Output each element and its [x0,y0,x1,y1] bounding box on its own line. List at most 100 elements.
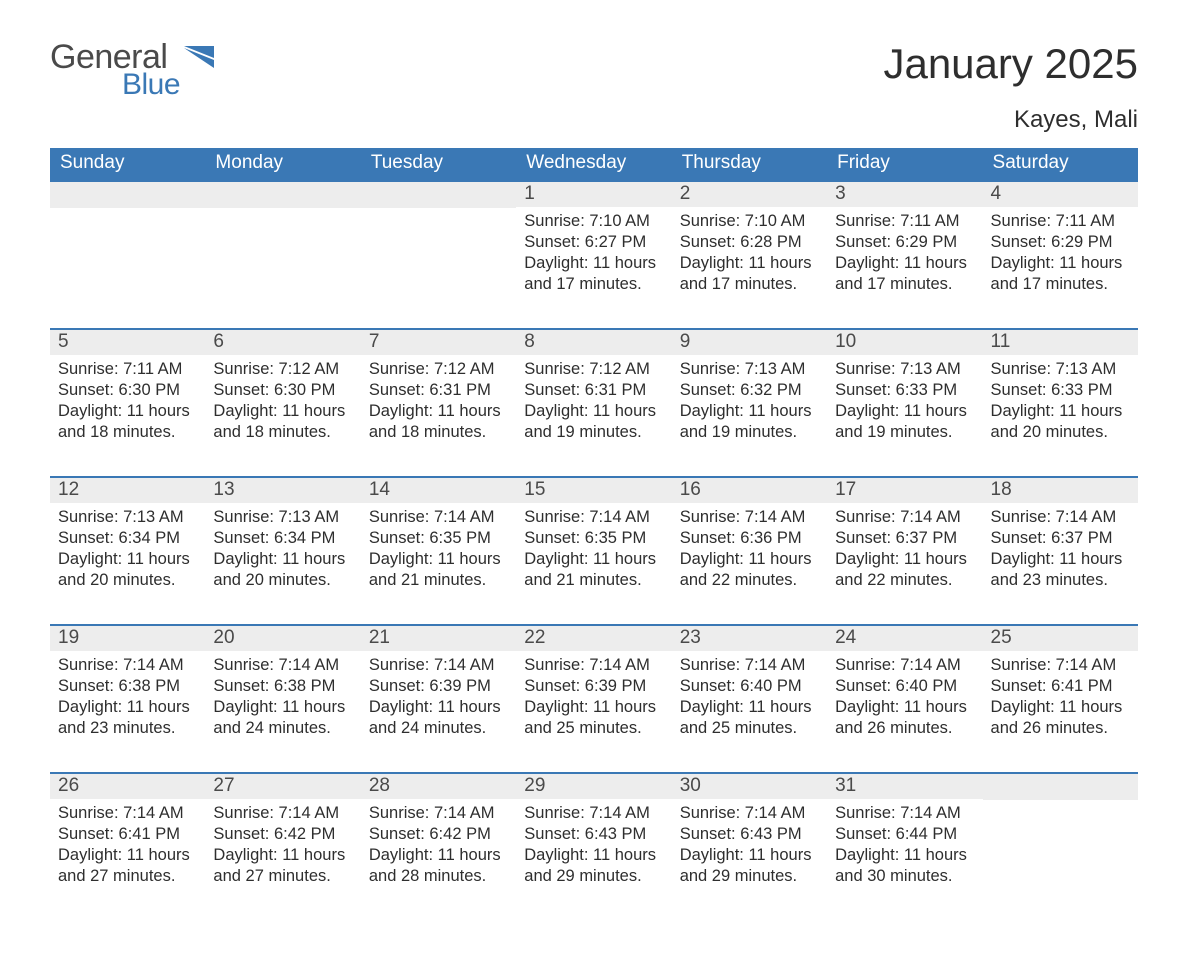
day-details: Sunrise: 7:14 AMSunset: 6:37 PMDaylight:… [983,503,1138,599]
calendar-cell: 8Sunrise: 7:12 AMSunset: 6:31 PMDaylight… [516,329,671,477]
daylight-text: Daylight: 11 hours and 23 minutes. [991,549,1130,591]
daylight-text: Daylight: 11 hours and 18 minutes. [213,401,352,443]
day-number: 18 [983,478,1138,503]
sunrise-text: Sunrise: 7:11 AM [991,211,1130,232]
weekday-header: Friday [827,148,982,181]
calendar-cell [361,181,516,329]
brand-logo: General Blue [50,40,220,100]
sunset-text: Sunset: 6:41 PM [58,824,197,845]
day-number: 5 [50,330,205,355]
flag-icon [184,46,220,70]
daylight-text: Daylight: 11 hours and 27 minutes. [213,845,352,887]
title-block: January 2025 Kayes, Mali [883,40,1138,134]
day-details: Sunrise: 7:14 AMSunset: 6:39 PMDaylight:… [361,651,516,747]
sunrise-text: Sunrise: 7:14 AM [524,655,663,676]
sunset-text: Sunset: 6:30 PM [58,380,197,401]
day-number [361,182,516,208]
daylight-text: Daylight: 11 hours and 22 minutes. [835,549,974,591]
month-title: January 2025 [883,40,1138,88]
sunset-text: Sunset: 6:39 PM [524,676,663,697]
daylight-text: Daylight: 11 hours and 18 minutes. [58,401,197,443]
day-details: Sunrise: 7:14 AMSunset: 6:36 PMDaylight:… [672,503,827,599]
calendar-cell: 10Sunrise: 7:13 AMSunset: 6:33 PMDayligh… [827,329,982,477]
day-number: 2 [672,182,827,207]
sunrise-text: Sunrise: 7:14 AM [680,803,819,824]
day-details: Sunrise: 7:14 AMSunset: 6:41 PMDaylight:… [50,799,205,895]
daylight-text: Daylight: 11 hours and 26 minutes. [991,697,1130,739]
daylight-text: Daylight: 11 hours and 23 minutes. [58,697,197,739]
day-number: 13 [205,478,360,503]
sunrise-text: Sunrise: 7:12 AM [369,359,508,380]
calendar-cell: 1Sunrise: 7:10 AMSunset: 6:27 PMDaylight… [516,181,671,329]
calendar-cell: 5 Sunrise: 7:11 AMSunset: 6:30 PMDaylight… [50,329,205,477]
daylight-text: Daylight: 11 hours and 19 minutes. [524,401,663,443]
day-number: 26 [50,774,205,799]
calendar-cell: 22Sunrise: 7:14 AMSunset: 6:39 PMDayligh… [516,625,671,773]
calendar-week: 26Sunrise: 7:14 AMSunset: 6:41 PMDayligh… [50,773,1138,921]
day-number: 24 [827,626,982,651]
calendar-cell: 13Sunrise: 7:13 AMSunset: 6:34 PMDayligh… [205,477,360,625]
weekday-header: Wednesday [516,148,671,181]
calendar-cell: 9Sunrise: 7:13 AMSunset: 6:32 PMDaylight… [672,329,827,477]
sunset-text: Sunset: 6:33 PM [835,380,974,401]
calendar-week: 5Sunrise: 7:11 AMSunset: 6:30 PMDaylight… [50,329,1138,477]
day-number: 15 [516,478,671,503]
day-number: 3 [827,182,982,207]
sunset-text: Sunset: 6:28 PM [680,232,819,253]
sunset-text: Sunset: 6:40 PM [835,676,974,697]
sunset-text: Sunset: 6:42 PM [369,824,508,845]
sunrise-text: Sunrise: 7:14 AM [835,507,974,528]
daylight-text: Daylight: 11 hours and 17 minutes. [991,253,1130,295]
sunset-text: Sunset: 6:29 PM [991,232,1130,253]
daylight-text: Daylight: 11 hours and 24 minutes. [369,697,508,739]
sunset-text: Sunset: 6:33 PM [991,380,1130,401]
day-number: 14 [361,478,516,503]
sunset-text: Sunset: 6:27 PM [524,232,663,253]
weekday-header: Thursday [672,148,827,181]
daylight-text: Daylight: 11 hours and 21 minutes. [369,549,508,591]
calendar-cell: 16Sunrise: 7:14 AMSunset: 6:36 PMDayligh… [672,477,827,625]
sunset-text: Sunset: 6:43 PM [524,824,663,845]
daylight-text: Daylight: 11 hours and 25 minutes. [524,697,663,739]
calendar-cell: 12Sunrise: 7:13 AMSunset: 6:34 PMDayligh… [50,477,205,625]
sunset-text: Sunset: 6:37 PM [991,528,1130,549]
sunrise-text: Sunrise: 7:13 AM [213,507,352,528]
sunrise-text: Sunrise: 7:14 AM [369,507,508,528]
day-details: Sunrise: 7:12 AMSunset: 6:31 PMDaylight:… [361,355,516,451]
calendar-cell: 17Sunrise: 7:14 AMSunset: 6:37 PMDayligh… [827,477,982,625]
sunrise-text: Sunrise: 7:14 AM [213,803,352,824]
sunrise-text: Sunrise: 7:13 AM [680,359,819,380]
day-details: Sunrise: 7:13 AMSunset: 6:33 PMDaylight:… [983,355,1138,451]
calendar-cell: 11Sunrise: 7:13 AMSunset: 6:33 PMDayligh… [983,329,1138,477]
sunset-text: Sunset: 6:42 PM [213,824,352,845]
sunset-text: Sunset: 6:29 PM [835,232,974,253]
calendar-cell: 30Sunrise: 7:14 AMSunset: 6:43 PMDayligh… [672,773,827,921]
calendar-table: SundayMondayTuesdayWednesdayThursdayFrid… [50,148,1138,921]
day-details: Sunrise: 7:14 AMSunset: 6:44 PMDaylight:… [827,799,982,895]
day-number: 16 [672,478,827,503]
sunrise-text: Sunrise: 7:14 AM [369,803,508,824]
calendar-cell: 26Sunrise: 7:14 AMSunset: 6:41 PMDayligh… [50,773,205,921]
calendar-cell: 2Sunrise: 7:10 AMSunset: 6:28 PMDaylight… [672,181,827,329]
day-details: Sunrise: 7:14 AMSunset: 6:40 PMDaylight:… [672,651,827,747]
sunrise-text: Sunrise: 7:14 AM [835,803,974,824]
sunrise-text: Sunrise: 7:14 AM [680,507,819,528]
day-number: 6 [205,330,360,355]
sunrise-text: Sunrise: 7:12 AM [524,359,663,380]
calendar-cell: 3Sunrise: 7:11 AMSunset: 6:29 PMDaylight… [827,181,982,329]
sunset-text: Sunset: 6:43 PM [680,824,819,845]
day-number: 31 [827,774,982,799]
daylight-text: Daylight: 11 hours and 26 minutes. [835,697,974,739]
sunrise-text: Sunrise: 7:14 AM [58,803,197,824]
sunset-text: Sunset: 6:44 PM [835,824,974,845]
calendar-cell: 23Sunrise: 7:14 AMSunset: 6:40 PMDayligh… [672,625,827,773]
sunset-text: Sunset: 6:35 PM [524,528,663,549]
calendar-cell: 14Sunrise: 7:14 AMSunset: 6:35 PMDayligh… [361,477,516,625]
sunrise-text: Sunrise: 7:11 AM [58,359,197,380]
calendar-cell: 29Sunrise: 7:14 AMSunset: 6:43 PMDayligh… [516,773,671,921]
sunset-text: Sunset: 6:31 PM [524,380,663,401]
calendar-header: SundayMondayTuesdayWednesdayThursdayFrid… [50,148,1138,181]
sunrise-text: Sunrise: 7:14 AM [213,655,352,676]
sunrise-text: Sunrise: 7:13 AM [58,507,197,528]
day-number: 11 [983,330,1138,355]
